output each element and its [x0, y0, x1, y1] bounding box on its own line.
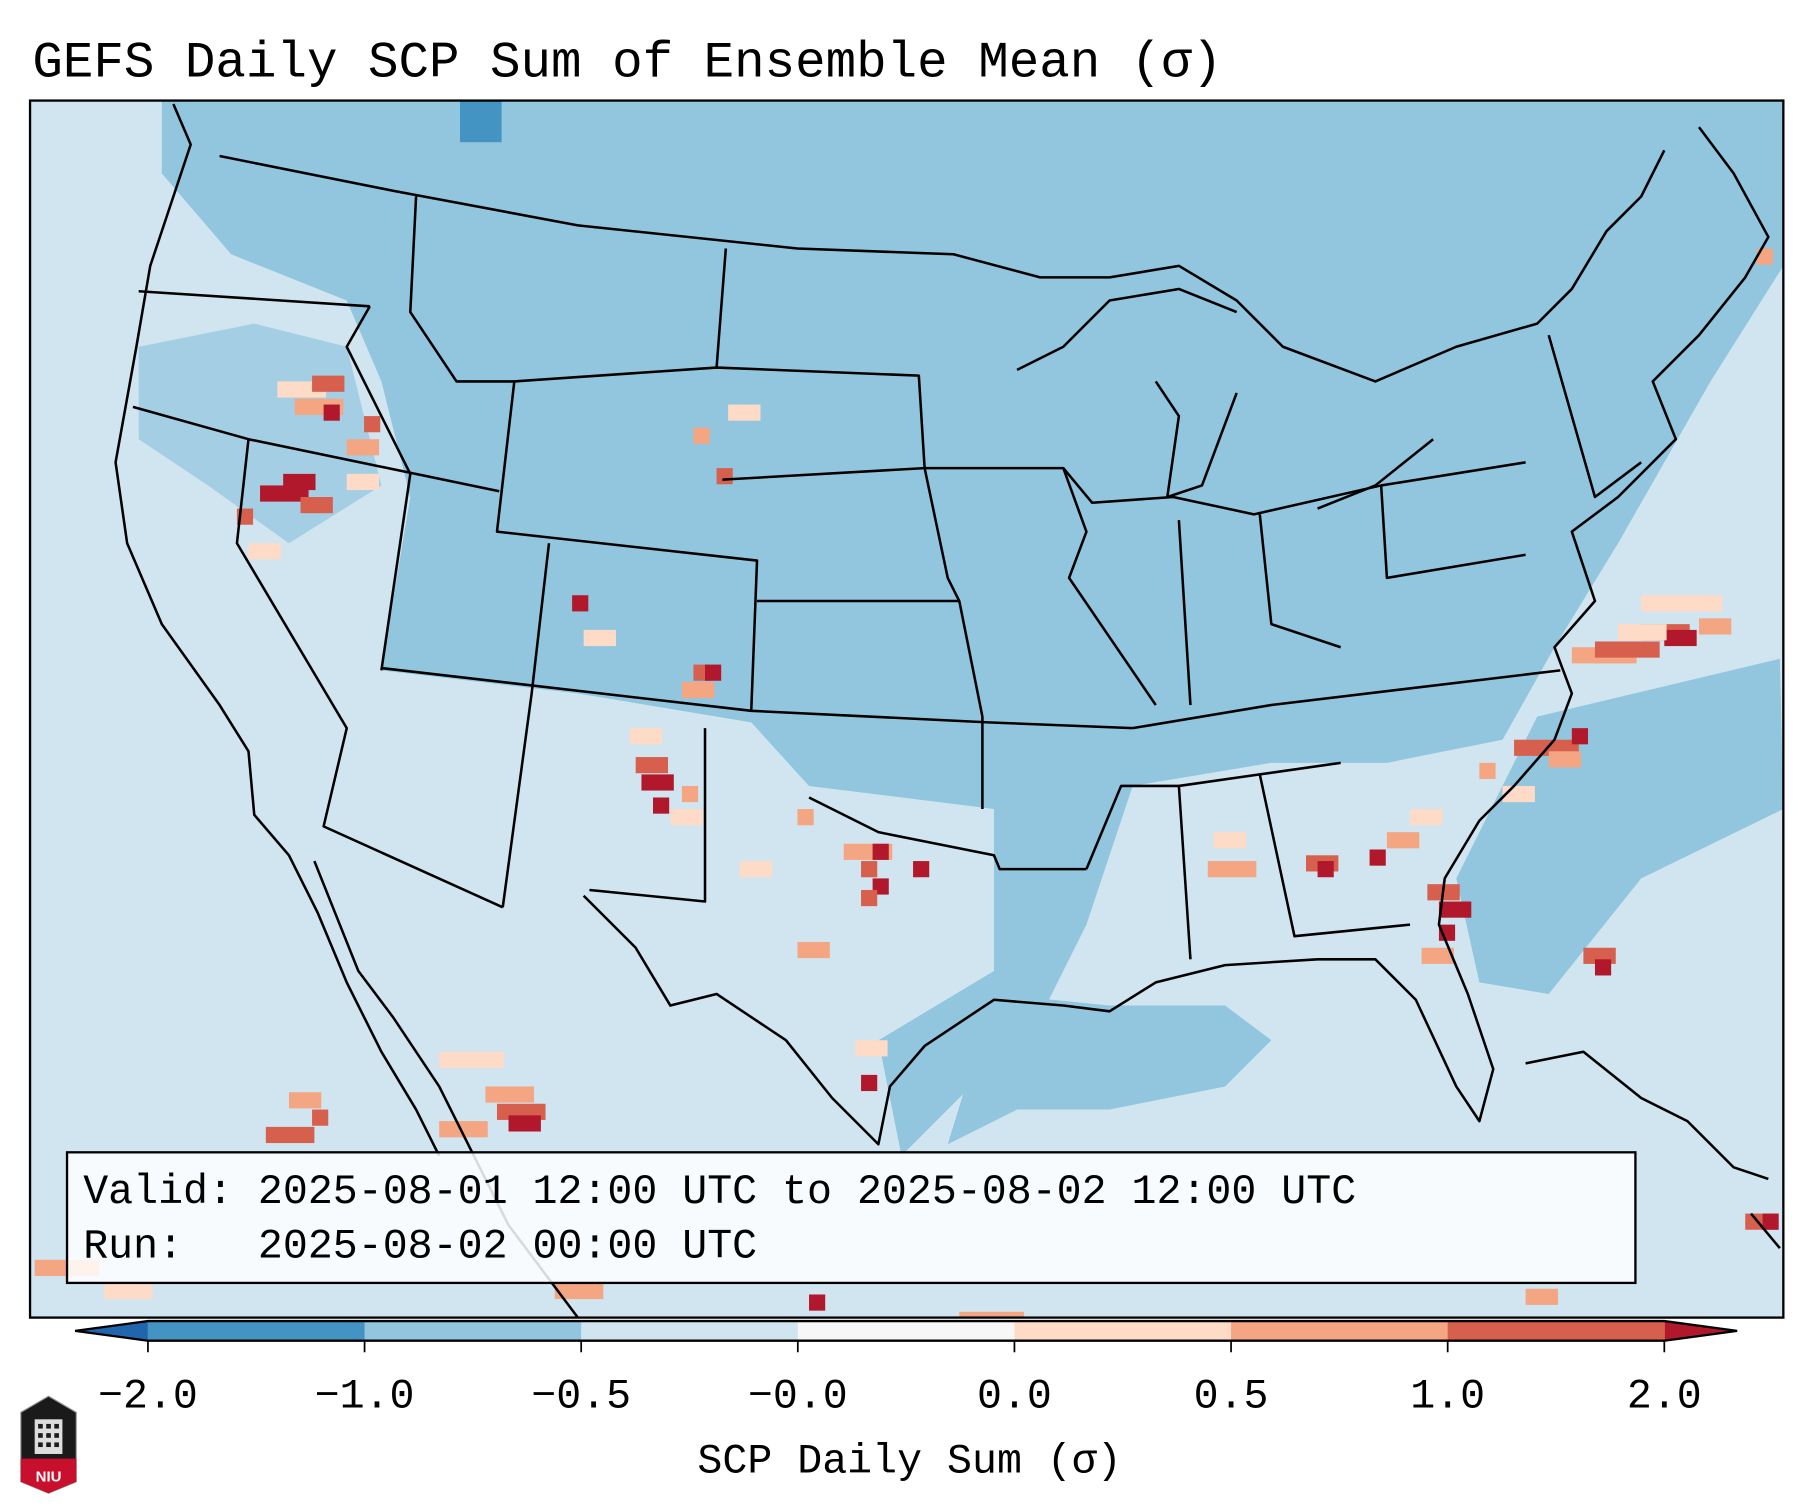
- positive-anomaly-cell: [861, 1074, 878, 1092]
- coastlines-and-borders: [114, 103, 1781, 1318]
- colorbar-tick-label: −0.5: [531, 1374, 631, 1421]
- positive-anomaly-cell: [1571, 728, 1589, 745]
- positive-anomaly-cell: [485, 1086, 534, 1103]
- colorbar-bin: [1231, 1321, 1449, 1341]
- positive-anomaly-cell: [635, 757, 669, 774]
- positive-anomaly-cell: [364, 416, 381, 433]
- field-negative-moderate-gulf: [947, 993, 1272, 1145]
- positive-anomaly-cell: [629, 728, 663, 745]
- positive-anomaly-cell: [439, 1051, 504, 1068]
- positive-anomaly-cell: [583, 629, 617, 647]
- positive-anomaly-cell: [1317, 861, 1334, 878]
- positive-anomaly-cell: [1594, 641, 1660, 658]
- colorbar-tick-label: −1.0: [315, 1374, 415, 1421]
- positive-anomaly-cell: [104, 1282, 153, 1300]
- positive-anomaly-cell: [653, 797, 670, 814]
- positive-anomaly-cell: [681, 681, 715, 699]
- valid-time-text: Valid: 2025-08-01 12:00 UTC to 2025-08-0…: [83, 1169, 1356, 1216]
- positive-anomaly-cell: [1386, 832, 1420, 849]
- positive-anomaly-cell: [872, 843, 889, 860]
- positive-anomaly-cell: [248, 543, 281, 560]
- colorbar-bin: [1447, 1321, 1665, 1341]
- colorbar-tick-label: 2.0: [1627, 1374, 1702, 1421]
- positive-anomaly-cell: [1548, 751, 1582, 768]
- field-negative-weak-southwest: [346, 693, 994, 1041]
- positive-anomaly-cell: [1698, 618, 1732, 635]
- colorbar-tick-label: −0.0: [748, 1374, 848, 1421]
- positive-anomaly-cell: [346, 473, 380, 491]
- positive-anomaly-cell: [809, 1294, 826, 1311]
- map: [30, 100, 1784, 1318]
- positive-anomaly-cell: [959, 1311, 1025, 1318]
- positive-anomaly-cell: [554, 1282, 604, 1300]
- positive-anomaly-cell: [346, 439, 380, 456]
- positive-anomaly-cell: [641, 774, 674, 791]
- positive-anomaly-cell: [300, 496, 333, 514]
- positive-anomaly-cell: [670, 809, 703, 826]
- positive-anomaly-cell: [1479, 762, 1496, 780]
- positive-anomaly-cell: [1664, 629, 1697, 647]
- positive-anomaly-cell: [288, 1092, 322, 1109]
- positive-anomaly-cell: [855, 1040, 888, 1057]
- colorbar-bin: [147, 1321, 366, 1341]
- positive-anomaly-cell: [693, 427, 710, 444]
- positive-anomaly-cell: [323, 404, 340, 421]
- field-negative-moderate: [161, 100, 1784, 1156]
- colorbar: −2.0 −1.0 −0.5 −0.0 0.0 0.5 1.0 2.0: [74, 1319, 1738, 1421]
- positive-anomaly-cell: [439, 1121, 488, 1138]
- positive-anomaly-cell: [797, 941, 830, 959]
- positive-anomaly-cell: [728, 404, 761, 421]
- logo-text: NIU: [36, 1469, 62, 1486]
- positive-anomaly-cell: [265, 1126, 315, 1144]
- positive-anomaly-cell: [1438, 901, 1472, 918]
- positive-anomaly-cell: [1369, 849, 1386, 866]
- field-negative-strong: [459, 100, 502, 143]
- colorbar-under-extension: [75, 1321, 148, 1341]
- positive-anomaly-cell: [739, 861, 773, 878]
- positive-anomaly-cell: [913, 861, 930, 878]
- colorbar-bin: [364, 1321, 582, 1341]
- positive-anomaly-cell: [1207, 861, 1257, 878]
- positive-anomaly-cell: [1410, 809, 1443, 826]
- colorbar-bin: [1014, 1321, 1232, 1341]
- positive-anomaly-cell: [1641, 595, 1723, 612]
- positive-anomaly-cell: [681, 785, 699, 803]
- positive-anomaly-cell: [1762, 1213, 1779, 1230]
- run-time-text: Run: 2025-08-02 00:00 UTC: [83, 1223, 757, 1270]
- positive-anomaly-cell: [1594, 959, 1612, 976]
- positive-anomaly-cell: [861, 861, 878, 878]
- positive-anomaly-cell: [572, 595, 589, 612]
- info-box: Valid: 2025-08-01 12:00 UTC to 2025-08-0…: [65, 1151, 1637, 1285]
- niu-logo: NIU: [20, 1395, 77, 1494]
- colorbar-tick-label: 1.0: [1410, 1374, 1485, 1421]
- positive-anomaly-cell: [312, 375, 345, 392]
- positive-anomaly-cell: [508, 1115, 541, 1132]
- colorbar-tick-label: 0.5: [1194, 1374, 1269, 1421]
- colorbar-bin: [581, 1321, 799, 1341]
- positive-anomaly-cell: [1213, 832, 1246, 849]
- positive-anomaly-cell: [797, 809, 814, 826]
- positive-anomaly-cell: [1525, 1288, 1558, 1305]
- positive-anomaly-cell: [283, 473, 316, 491]
- colorbar-bin: [797, 1321, 1016, 1341]
- colorbar-over-extension: [1664, 1321, 1738, 1341]
- colorbar-tick-label: −2.0: [98, 1374, 198, 1421]
- positive-anomaly-cell: [861, 889, 878, 907]
- chart-title: GEFS Daily SCP Sum of Ensemble Mean (σ): [32, 35, 1222, 92]
- positive-anomaly-cell: [312, 1109, 329, 1126]
- positive-anomaly-cell: [716, 468, 733, 485]
- colorbar-tick-label: 0.0: [977, 1374, 1052, 1421]
- positive-anomaly-cell: [1421, 947, 1454, 964]
- colorbar-label: SCP Daily Sum (σ): [697, 1438, 1121, 1485]
- map-frame: [28, 99, 1785, 1319]
- positive-anomaly-cell: [705, 664, 722, 681]
- positive-anomaly-cell: [1618, 624, 1667, 641]
